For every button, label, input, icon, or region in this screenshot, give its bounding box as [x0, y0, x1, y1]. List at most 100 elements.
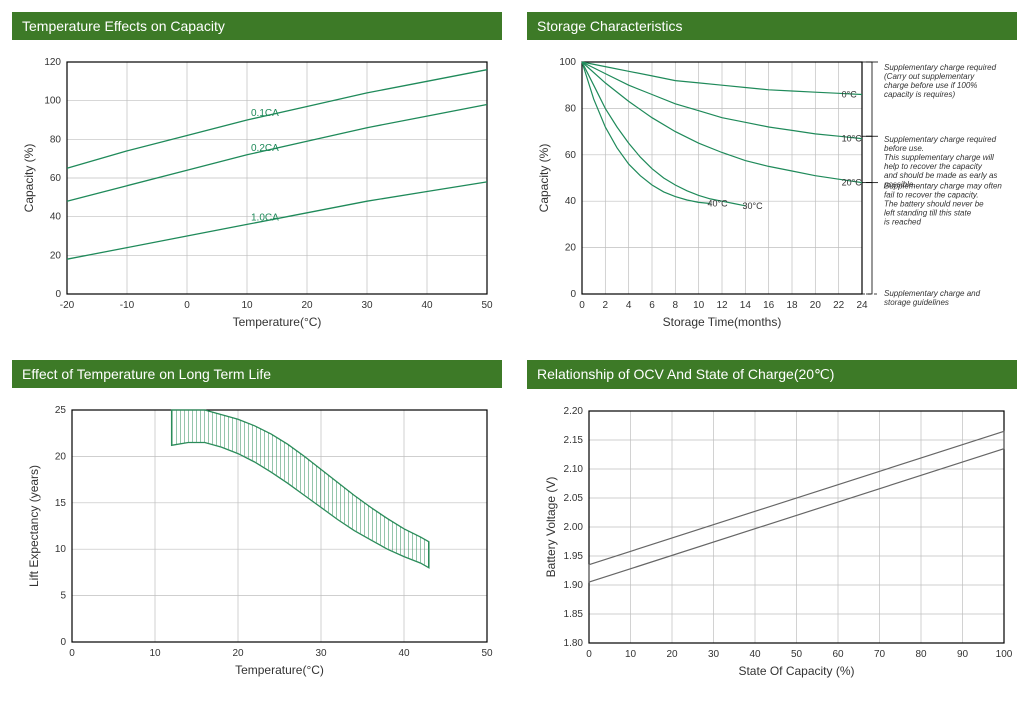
- svg-text:Supplementary charge andstorag: Supplementary charge andstorage guidelin…: [884, 289, 981, 307]
- svg-text:6: 6: [649, 300, 655, 311]
- svg-text:Lift Expectancy (years): Lift Expectancy (years): [27, 465, 41, 587]
- svg-text:Temperature(°C): Temperature(°C): [235, 663, 324, 677]
- svg-text:22: 22: [833, 300, 845, 311]
- svg-text:90: 90: [957, 649, 969, 660]
- chart-ocv: 1.80 1.85 1.90 1.95 2.00 2.05 2.10 2.15 2.20 0 10 2…: [527, 399, 1017, 689]
- svg-text:1.80: 1.80: [564, 638, 584, 649]
- svg-text:100: 100: [44, 96, 61, 107]
- title-storage: Storage Characteristics: [527, 12, 1017, 40]
- svg-text:Capacity (%): Capacity (%): [22, 144, 36, 213]
- svg-text:2.20: 2.20: [564, 406, 584, 417]
- svg-text:50: 50: [481, 300, 493, 311]
- svg-text:100: 100: [996, 649, 1013, 660]
- svg-text:0: 0: [55, 289, 61, 300]
- svg-text:-20: -20: [60, 300, 75, 311]
- svg-text:10: 10: [241, 300, 253, 311]
- chart-life: 0 5 10 15 20 25 0 10 20 30 40 50 Temperature(°C) Lift…: [12, 398, 502, 688]
- svg-text:1.0CA: 1.0CA: [251, 212, 279, 223]
- svg-text:0: 0: [60, 637, 66, 648]
- svg-text:20: 20: [666, 649, 678, 660]
- svg-text:40: 40: [398, 648, 410, 659]
- svg-text:30: 30: [361, 300, 373, 311]
- svg-text:20: 20: [810, 300, 822, 311]
- svg-text:15: 15: [55, 498, 67, 509]
- svg-text:0.1CA: 0.1CA: [251, 108, 279, 119]
- svg-text:60: 60: [50, 173, 62, 184]
- svg-text:10°C: 10°C: [842, 134, 863, 144]
- svg-text:0°C: 0°C: [842, 89, 858, 99]
- svg-text:0: 0: [570, 289, 576, 300]
- title-life: Effect of Temperature on Long Term Life: [12, 360, 502, 388]
- svg-text:40: 40: [565, 196, 577, 207]
- panel-storage: Storage Characteristics 0204060801000246…: [527, 12, 1017, 340]
- svg-text:20°C: 20°C: [842, 178, 863, 188]
- svg-text:120: 120: [44, 57, 61, 68]
- svg-text:Storage Time(months): Storage Time(months): [663, 315, 782, 329]
- svg-text:50: 50: [481, 648, 493, 659]
- svg-text:80: 80: [565, 103, 577, 114]
- svg-text:40: 40: [749, 649, 761, 660]
- svg-text:24: 24: [856, 300, 868, 311]
- svg-text:40°C: 40°C: [708, 199, 729, 209]
- svg-text:2.15: 2.15: [564, 435, 584, 446]
- svg-text:14: 14: [740, 300, 752, 311]
- svg-text:60: 60: [832, 649, 844, 660]
- svg-text:State Of Capacity (%): State Of Capacity (%): [738, 664, 854, 678]
- svg-text:Supplementary charge required(: Supplementary charge required(Carry out …: [884, 63, 997, 99]
- svg-text:0: 0: [184, 300, 190, 311]
- svg-text:4: 4: [626, 300, 632, 311]
- svg-text:20: 20: [55, 451, 67, 462]
- svg-text:-10: -10: [120, 300, 135, 311]
- svg-text:20: 20: [232, 648, 244, 659]
- svg-text:0.2CA: 0.2CA: [251, 143, 279, 154]
- svg-text:30: 30: [315, 648, 327, 659]
- svg-text:2.00: 2.00: [564, 522, 584, 533]
- svg-text:10: 10: [693, 300, 705, 311]
- title-temp-capacity: Temperature Effects on Capacity: [12, 12, 502, 40]
- svg-text:40: 40: [421, 300, 433, 311]
- title-ocv: Relationship of OCV And State of Charge(…: [527, 360, 1017, 389]
- svg-text:12: 12: [716, 300, 728, 311]
- svg-text:2.10: 2.10: [564, 464, 584, 475]
- svg-text:0: 0: [586, 649, 592, 660]
- svg-text:10: 10: [55, 544, 67, 555]
- svg-text:1.85: 1.85: [564, 609, 584, 620]
- svg-text:25: 25: [55, 405, 67, 416]
- svg-text:60: 60: [565, 150, 577, 161]
- svg-text:0: 0: [579, 300, 585, 311]
- svg-text:70: 70: [874, 649, 886, 660]
- svg-text:20: 20: [565, 243, 577, 254]
- svg-text:8: 8: [673, 300, 679, 311]
- svg-text:1.90: 1.90: [564, 580, 584, 591]
- svg-text:10: 10: [625, 649, 637, 660]
- svg-text:16: 16: [763, 300, 775, 311]
- svg-text:20: 20: [301, 300, 313, 311]
- chart-storage: 020406080100024681012141618202224Storage…: [527, 50, 1017, 340]
- svg-text:Supplementary charge may often: Supplementary charge may oftenfail to re…: [884, 182, 1002, 200]
- svg-text:50: 50: [791, 649, 803, 660]
- svg-text:Capacity (%): Capacity (%): [537, 144, 551, 213]
- svg-text:5: 5: [60, 591, 66, 602]
- chart-grid: Temperature Effects on Capacity 02040608…: [12, 12, 1005, 689]
- svg-text:20: 20: [50, 250, 62, 261]
- chart-temp-capacity: 0 20 40 60 80 100 120 -20 -10 0 10 20 30 40 50 Temperat…: [12, 50, 502, 340]
- svg-text:30°C: 30°C: [743, 201, 764, 211]
- svg-text:30: 30: [708, 649, 720, 660]
- svg-text:80: 80: [50, 134, 62, 145]
- svg-text:1.95: 1.95: [564, 551, 584, 562]
- panel-ocv: Relationship of OCV And State of Charge(…: [527, 360, 1017, 689]
- svg-text:Temperature(°C): Temperature(°C): [233, 315, 322, 329]
- svg-text:Supplementary charge requiredb: Supplementary charge requiredbefore use.: [884, 135, 997, 153]
- svg-text:40: 40: [50, 212, 62, 223]
- panel-temp-capacity: Temperature Effects on Capacity 0 20 40 60 8…: [12, 12, 502, 340]
- svg-text:2: 2: [603, 300, 609, 311]
- svg-text:0: 0: [69, 648, 75, 659]
- svg-text:18: 18: [786, 300, 798, 311]
- svg-text:Battery Voltage (V): Battery Voltage (V): [544, 477, 558, 578]
- svg-text:100: 100: [559, 57, 576, 68]
- svg-text:10: 10: [149, 648, 161, 659]
- svg-text:2.05: 2.05: [564, 493, 584, 504]
- panel-life: Effect of Temperature on Long Term Life …: [12, 360, 502, 689]
- svg-text:80: 80: [915, 649, 927, 660]
- svg-text:The battery should never belef: The battery should never beleft standing…: [884, 200, 984, 227]
